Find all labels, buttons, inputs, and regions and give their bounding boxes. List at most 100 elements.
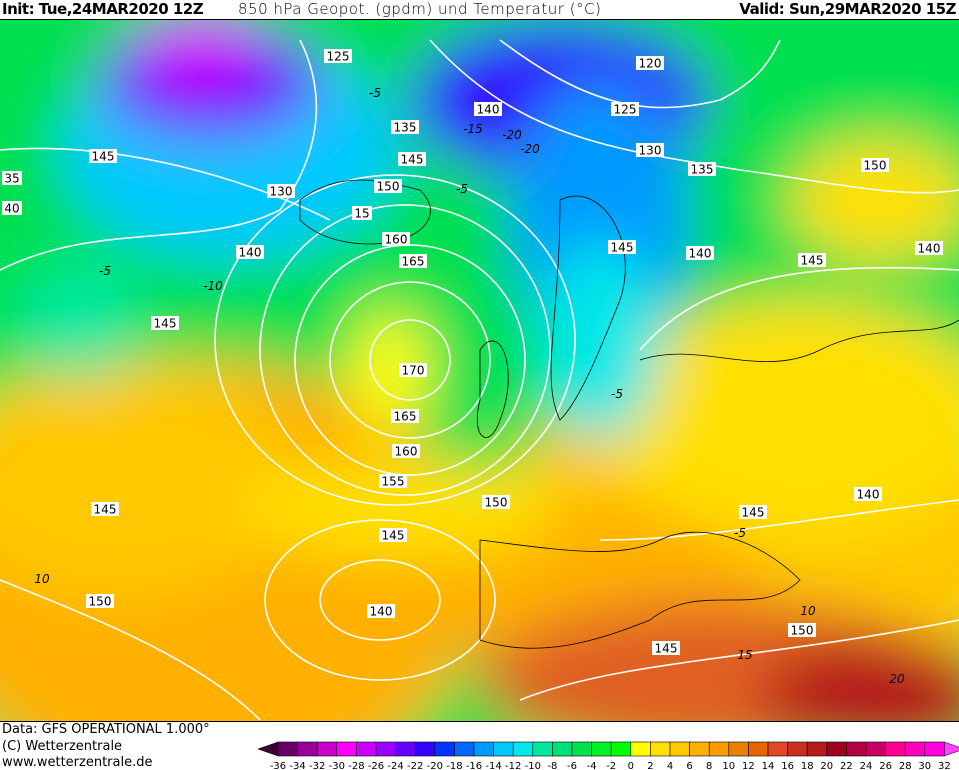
colorbar-tick-label: -18: [446, 761, 462, 770]
colorbar-swatch: [454, 741, 475, 757]
colorbar-swatch: [414, 741, 436, 757]
svg-text:140: 140: [239, 246, 262, 260]
svg-text:135: 135: [394, 121, 417, 135]
geopotential-label: 40: [2, 201, 22, 216]
geopotential-label: 165: [399, 254, 427, 269]
svg-text:145: 145: [655, 642, 678, 656]
geopotential-label: 145: [151, 316, 179, 331]
colorbar-tick-label: -2: [606, 761, 616, 770]
colorbar-swatch: [924, 741, 945, 757]
temperature-label: -5: [369, 86, 381, 100]
temperature-label: -5: [611, 387, 623, 401]
colorbar-tick-label: 22: [840, 761, 853, 770]
geopotential-label: 140: [367, 604, 395, 619]
svg-text:160: 160: [385, 233, 408, 247]
colorbar-swatch: [375, 741, 396, 757]
colorbar-tick-label: 30: [918, 761, 931, 770]
colorbar-tick-label: -6: [567, 761, 577, 770]
svg-text:125: 125: [614, 103, 637, 117]
svg-text:145: 145: [801, 254, 824, 268]
geopotential-label: 150: [861, 158, 889, 173]
svg-text:145: 145: [611, 241, 634, 255]
valid-time: Valid: Sun,29MAR2020 15Z: [739, 0, 956, 18]
geopotential-label: 140: [686, 246, 714, 261]
colorbar-swatch: [591, 741, 612, 757]
geopotential-label: 130: [267, 184, 295, 199]
colorbar-swatch: [395, 741, 416, 757]
colorbar-swatch: [316, 741, 338, 757]
colorbar-tick-label: -4: [587, 761, 597, 770]
colorbar-tick-label: -14: [485, 761, 501, 770]
colorbar-tick-label: 20: [820, 761, 833, 770]
colorbar-tick-label: -10: [525, 761, 541, 770]
colorbar-tick-label: -8: [547, 761, 557, 770]
colorbar-tick-label: 24: [860, 761, 873, 770]
map-title: 850 hPa Geopot. (gpdm) und Temperatur (°…: [238, 0, 602, 18]
svg-text:145: 145: [742, 506, 765, 520]
svg-text:130: 130: [270, 185, 293, 199]
colorbar-swatch: [826, 741, 847, 757]
geopotential-label: 150: [482, 495, 510, 510]
geopotential-label: 145: [652, 641, 680, 656]
svg-text:135: 135: [691, 163, 714, 177]
colorbar-tick-label: 2: [647, 761, 653, 770]
colorbar-swatch: [571, 741, 592, 757]
weather-map: 125 120 140 125 135 145 130 135 145 35 150 130 150 15…: [0, 19, 959, 722]
svg-text:145: 145: [154, 317, 177, 331]
colorbar-swatch: [552, 741, 573, 757]
svg-text:150: 150: [89, 595, 112, 609]
geopotential-label: 140: [854, 487, 882, 502]
colorbar-tick-label: -28: [348, 761, 364, 770]
data-source: Data: GFS OPERATIONAL 1.000°: [2, 722, 210, 737]
temperature-label: -5: [734, 526, 746, 540]
colorbar-swatch: [669, 741, 690, 757]
colorbar-tick-label: 0: [628, 761, 634, 770]
svg-text:150: 150: [485, 496, 508, 510]
geopotential-label: 145: [608, 240, 636, 255]
website-link[interactable]: www.wetterzentrale.de: [2, 755, 153, 770]
colorbar-tick-label: -20: [427, 761, 443, 770]
geopotential-label: 150: [86, 594, 114, 609]
header: Init: Tue,24MAR2020 12Z 850 hPa Geopot. …: [0, 0, 959, 19]
colorbar-tick-label: 28: [899, 761, 912, 770]
svg-text:120: 120: [639, 57, 662, 71]
svg-text:125: 125: [327, 50, 350, 64]
colorbar-swatch: [806, 741, 828, 757]
colorbar-swatch: [336, 741, 357, 757]
temperature-label: 10: [34, 572, 50, 586]
temperature-label: -20: [520, 142, 540, 156]
colorbar-swatch: [728, 741, 749, 757]
copyright: (C) Wetterzentrale: [2, 739, 123, 754]
colorbar-swatch: [787, 741, 808, 757]
colorbar-swatch: [532, 741, 553, 757]
init-time: Init: Tue,24MAR2020 12Z: [2, 0, 204, 18]
geopotential-label: 125: [324, 49, 352, 64]
geopotential-label: 130: [636, 143, 664, 158]
geopotential-label: 120: [636, 56, 664, 71]
temperature-label: 20: [889, 672, 905, 686]
colorbar-high-arrow: [944, 741, 959, 757]
geopotential-label: 145: [798, 253, 826, 268]
geopotential-label: 160: [382, 232, 410, 247]
colorbar-tick-label: 18: [801, 761, 814, 770]
svg-text:15: 15: [354, 207, 369, 221]
svg-text:40: 40: [4, 202, 19, 216]
colorbar-tick-label: -26: [368, 761, 384, 770]
colorbar-swatch: [512, 741, 534, 757]
geopotential-label: 145: [398, 152, 426, 167]
colorbar-tick-label: 8: [706, 761, 712, 770]
colorbar-swatch: [748, 741, 769, 757]
colorbar-swatch: [767, 741, 788, 757]
colorbar-tick-label: 4: [667, 761, 673, 770]
geopotential-label: 125: [611, 102, 639, 117]
colorbar-tick-label: -34: [289, 761, 305, 770]
colorbar-tick-label: -24: [387, 761, 403, 770]
svg-text:35: 35: [4, 172, 19, 186]
geopotential-contours: [0, 39, 959, 721]
colorbar-tick-label: -16: [466, 761, 482, 770]
temperature-label: -5: [456, 182, 468, 196]
geopotential-label: 135: [391, 120, 419, 135]
colorbar-swatch: [434, 741, 455, 757]
svg-text:165: 165: [402, 255, 425, 269]
colorbar-tick-label: 14: [762, 761, 775, 770]
